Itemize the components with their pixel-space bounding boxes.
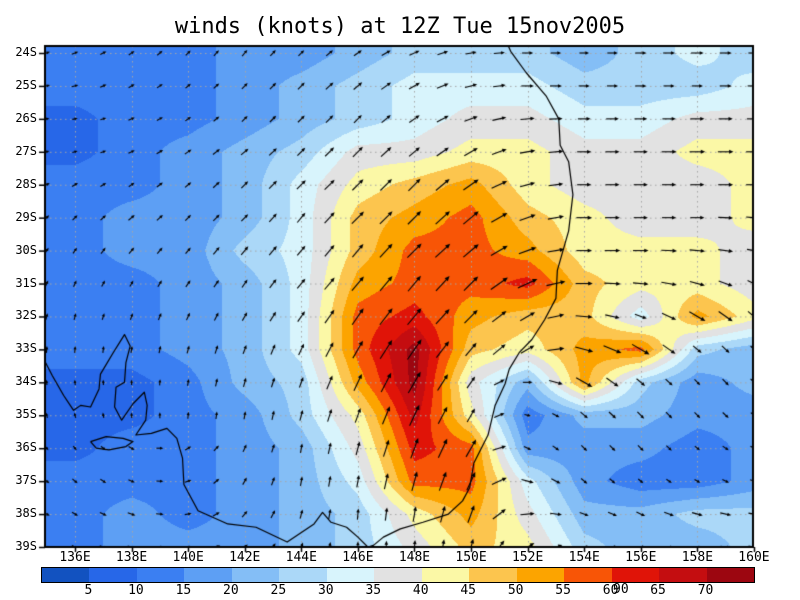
colorbar-tick-label: 35 <box>365 583 382 598</box>
x-tick-label: 158E <box>681 550 714 565</box>
x-tick-label: 146E <box>342 550 374 565</box>
colorbar-tick-label: 30 <box>317 583 334 598</box>
colorbar-swatch-12 <box>564 568 612 582</box>
y-tick-label: 29S <box>15 209 37 224</box>
colorbar-tick-label: 45 <box>460 583 477 598</box>
x-tick-label: 140E <box>172 550 204 565</box>
x-tick-label: 136E <box>59 550 91 565</box>
y-tick-label: 24S <box>15 45 37 59</box>
y-tick-label: 27S <box>15 143 37 158</box>
colorbar-swatch-14 <box>659 568 707 582</box>
x-tick-label: 138E <box>115 550 148 565</box>
x-tick-label: 150E <box>455 550 487 565</box>
y-tick-label: 38S <box>15 506 37 521</box>
y-tick-label: 32S <box>15 308 37 323</box>
colorbar-swatch-8 <box>374 568 422 582</box>
x-tick-label: 156E <box>625 550 657 565</box>
colorbar-tick-label: 65 <box>650 583 666 598</box>
colorbar-swatch-15 <box>706 568 755 582</box>
y-tick-label: 33S <box>15 341 37 356</box>
colorbar-swatch-6 <box>279 568 327 582</box>
colorbar-tick-label: 60 <box>602 583 619 598</box>
x-tick-label: 160E <box>738 550 770 565</box>
colorbar-tick-label: 5 <box>84 583 93 598</box>
y-tick-label: 36S <box>15 440 37 455</box>
y-tick-label: 30S <box>15 242 37 257</box>
colorbar-tick-label: 70 <box>697 583 714 598</box>
y-tick-label: 35S <box>15 407 37 422</box>
x-tick-label: 152E <box>511 550 544 565</box>
colorbar <box>41 567 755 583</box>
colorbar-tick-label: 50 <box>507 583 524 598</box>
reference-vector-label: 90 <box>613 582 629 597</box>
colorbar-swatch-4 <box>184 568 232 582</box>
x-tick-label: 154E <box>568 550 600 565</box>
y-tick-label: 37S <box>15 473 37 488</box>
colorbar-tick-label: 10 <box>128 583 144 598</box>
y-tick-label: 25S <box>15 77 37 92</box>
colorbar-swatch-2 <box>89 568 137 582</box>
colorbar-swatch-11 <box>516 568 565 582</box>
y-tick-label: 34S <box>15 374 37 389</box>
y-tick-label: 28S <box>15 176 37 191</box>
colorbar-swatch-9 <box>421 568 470 582</box>
colorbar-tick-label: 25 <box>270 583 287 598</box>
colorbar-swatch-1 <box>42 568 90 582</box>
colorbar-tick-label: 55 <box>555 583 571 598</box>
colorbar-swatch-3 <box>136 568 185 582</box>
colorbar-tick-label: 20 <box>223 583 239 598</box>
x-tick-label: 148E <box>398 550 431 565</box>
x-tick-label: 142E <box>229 550 261 565</box>
x-tick-label: 144E <box>285 550 317 565</box>
colorbar-swatch-13 <box>611 568 660 582</box>
colorbar-swatch-5 <box>231 568 280 582</box>
colorbar-swatch-7 <box>326 568 375 582</box>
y-tick-label: 26S <box>15 110 37 125</box>
y-tick-label: 31S <box>15 275 37 290</box>
colorbar-tick-label: 15 <box>175 583 192 598</box>
y-tick-label: 39S <box>15 538 37 553</box>
colorbar-swatch-10 <box>469 568 517 582</box>
colorbar-tick-label: 40 <box>412 583 429 598</box>
